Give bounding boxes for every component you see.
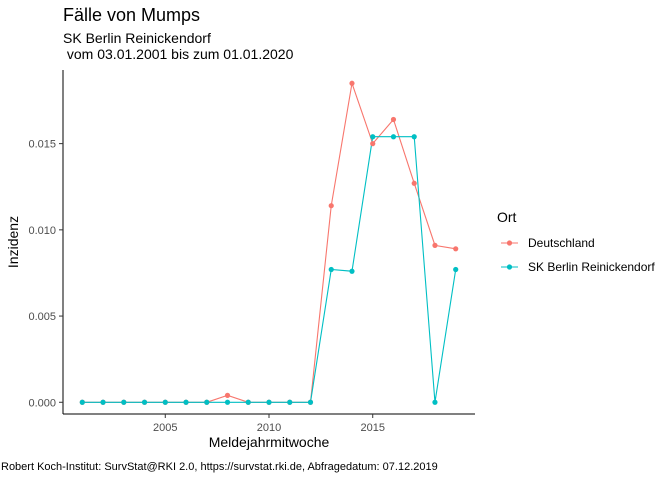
- x-tick-label: 2005: [153, 422, 177, 434]
- data-point-series-2: [245, 399, 251, 405]
- data-point-series-1: [349, 80, 355, 86]
- plot-area: [79, 80, 459, 405]
- chart-caption: Robert Koch-Institut: SurvStat@RKI 2.0, …: [1, 461, 438, 473]
- data-point-series-2: [204, 399, 210, 405]
- data-point-series-1: [453, 246, 459, 252]
- data-point-series-1: [390, 116, 397, 123]
- data-point-series-2: [224, 399, 231, 405]
- series-line-1: [82, 83, 456, 403]
- data-point-series-2: [453, 266, 459, 273]
- data-point-series-1: [432, 242, 438, 248]
- x-axis-title: Meldejahrmitwoche: [209, 434, 330, 450]
- y-axis-title: Inzidenz: [5, 216, 21, 268]
- x-tick-label: 2010: [257, 422, 281, 434]
- x-tick-label: 2015: [360, 422, 384, 434]
- data-point-series-2: [370, 134, 376, 140]
- data-point-series-2: [79, 399, 85, 405]
- data-point-series-2: [141, 399, 148, 405]
- data-point-series-2: [287, 399, 293, 405]
- data-point-series-2: [328, 266, 334, 273]
- y-tick-label: 0.000: [28, 397, 56, 409]
- chart-subtitle-line2: vom 03.01.2001 bis zum 01.01.2020: [63, 46, 294, 62]
- data-point-series-2: [266, 399, 272, 405]
- chart-subtitle-line1: SK Berlin Reinickendorf: [63, 30, 211, 46]
- data-point-series-2: [121, 399, 127, 405]
- data-point-series-2: [390, 134, 397, 140]
- legend: Ort Deutschland SK Berlin Reinickendorf: [497, 209, 655, 274]
- y-tick-label: 0.005: [28, 311, 56, 323]
- x-axis-ticks: 2005 2010 2015: [153, 414, 385, 434]
- legend-key-point: [506, 264, 513, 270]
- data-point-series-2: [411, 134, 417, 140]
- legend-label: Deutschland: [528, 236, 595, 250]
- data-point-series-2: [349, 268, 355, 274]
- chart-title: Fälle von Mumps: [63, 5, 200, 25]
- y-tick-label: 0.010: [28, 225, 56, 237]
- data-point-series-1: [370, 141, 376, 147]
- data-point-series-2: [307, 399, 314, 405]
- y-axis-ticks: 0.000 0.005 0.010 0.015: [28, 139, 63, 409]
- data-point-series-2: [100, 399, 106, 405]
- data-point-series-1: [328, 203, 334, 209]
- y-tick-label: 0.015: [28, 139, 56, 151]
- series-line-2: [82, 136, 457, 403]
- data-point-series-1: [224, 392, 231, 398]
- data-point-series-2: [162, 399, 168, 405]
- data-point-series-2: [432, 399, 438, 405]
- legend-label: SK Berlin Reinickendorf: [528, 260, 655, 274]
- legend-key-point: [506, 240, 513, 246]
- data-point-series-1: [411, 180, 417, 186]
- data-point-series-2: [183, 399, 189, 405]
- legend-title: Ort: [497, 209, 517, 225]
